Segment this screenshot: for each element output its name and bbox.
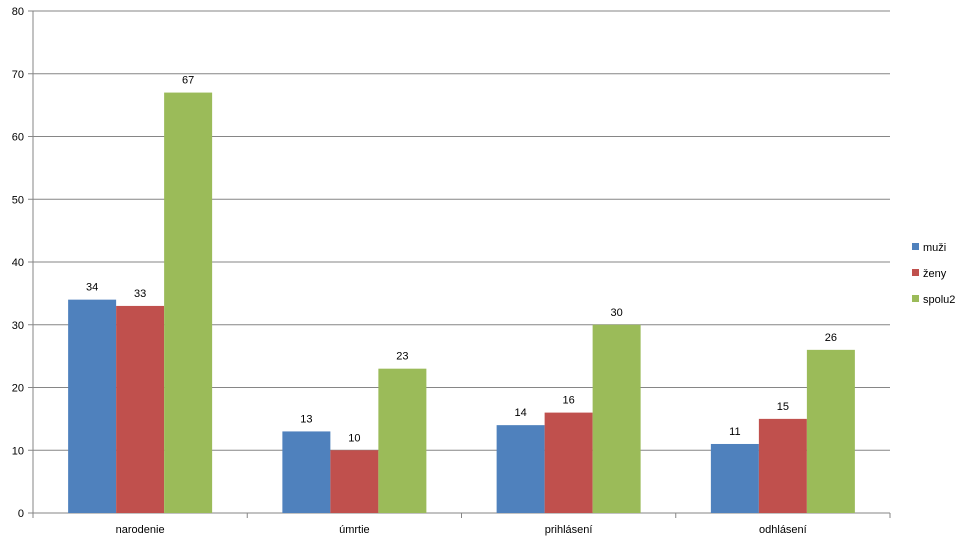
y-tick-label: 70 bbox=[12, 69, 24, 81]
x-tick-label: narodenie bbox=[116, 524, 165, 536]
legend-label: spolu2 bbox=[923, 294, 955, 306]
legend-swatch bbox=[912, 295, 919, 302]
data-label: 23 bbox=[396, 351, 408, 363]
bar bbox=[164, 92, 213, 513]
data-label: 13 bbox=[300, 413, 312, 425]
bar bbox=[758, 418, 807, 513]
bar bbox=[496, 425, 545, 513]
x-tick-label: úmrtie bbox=[339, 524, 370, 536]
bar bbox=[544, 412, 593, 513]
x-tick-label: odhlásení bbox=[759, 524, 807, 536]
data-label: 26 bbox=[825, 332, 837, 344]
bar bbox=[68, 299, 117, 513]
y-tick-label: 10 bbox=[12, 445, 24, 457]
y-tick-label: 20 bbox=[12, 383, 24, 395]
bar bbox=[330, 450, 379, 513]
y-tick-label: 80 bbox=[12, 6, 24, 18]
data-label: 16 bbox=[563, 395, 575, 407]
data-label: 34 bbox=[86, 282, 98, 294]
y-tick-label: 50 bbox=[12, 194, 24, 206]
legend-swatch bbox=[912, 243, 919, 250]
bar bbox=[806, 349, 855, 513]
data-label: 14 bbox=[515, 407, 527, 419]
y-tick-label: 60 bbox=[12, 132, 24, 144]
data-label: 33 bbox=[134, 288, 146, 300]
y-axis: 0 10 20 30 40 50 60 70 80 bbox=[12, 6, 34, 520]
y-tick-label: 0 bbox=[18, 508, 24, 520]
bar bbox=[710, 443, 759, 513]
y-tick-label: 40 bbox=[12, 257, 24, 269]
bars bbox=[68, 92, 855, 513]
data-label: 30 bbox=[611, 307, 623, 319]
legend: muži ženy spolu2 bbox=[912, 242, 955, 306]
legend-label: muži bbox=[923, 242, 946, 254]
legend-swatch bbox=[912, 269, 919, 276]
data-labels: 34 33 67 13 10 23 14 16 30 11 15 26 bbox=[86, 75, 837, 445]
bar bbox=[282, 431, 331, 513]
data-label: 11 bbox=[729, 426, 740, 438]
bar bbox=[116, 305, 165, 513]
y-tick-label: 30 bbox=[12, 320, 24, 332]
x-axis: narodenie úmrtie prihlásení odhlásení bbox=[32, 512, 891, 536]
legend-label: ženy bbox=[923, 268, 947, 280]
bar bbox=[592, 324, 641, 513]
data-label: 10 bbox=[348, 432, 360, 444]
data-label: 67 bbox=[182, 75, 194, 87]
bar bbox=[378, 368, 427, 513]
data-label: 15 bbox=[777, 401, 789, 413]
x-tick-label: prihlásení bbox=[545, 524, 593, 536]
